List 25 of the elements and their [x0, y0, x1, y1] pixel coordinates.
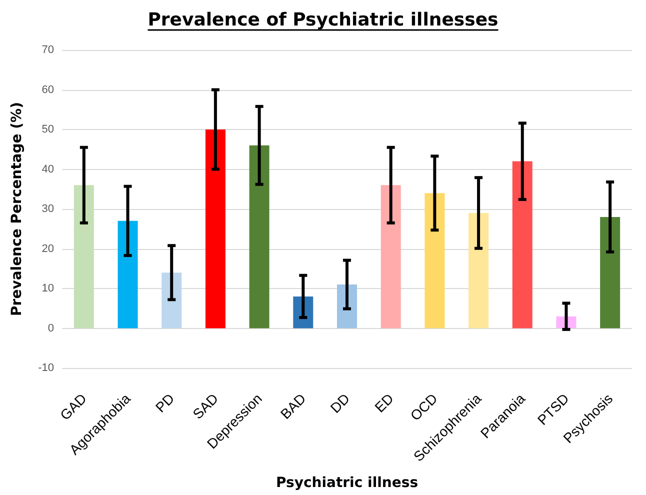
y-tick-label: 20: [42, 242, 54, 255]
bar: [380, 185, 401, 328]
y-tick-label: 0: [48, 322, 54, 334]
y-tick-label: 10: [42, 282, 54, 294]
y-tick-label: 70: [42, 44, 54, 56]
bar: [424, 193, 445, 328]
chart-title: Prevalence of Psychiatric illnesses: [148, 10, 498, 30]
y-tick-label: -10: [38, 362, 54, 374]
x-tick-label: ED: [371, 390, 397, 416]
bar: [468, 212, 489, 328]
y-tick-label: 40: [42, 163, 54, 176]
y-axis-title: Prevalence Percentage (%): [9, 102, 25, 316]
bar: [600, 216, 620, 328]
bar: [205, 130, 226, 328]
bar: [249, 145, 270, 328]
y-tick-label: 60: [42, 84, 54, 96]
bar: [118, 220, 138, 328]
bar: [162, 272, 182, 328]
x-axis-title: Psychiatric illness: [276, 475, 418, 491]
bar: [512, 161, 532, 328]
y-tick-label: 50: [42, 124, 54, 136]
y-tick-label: 30: [42, 203, 54, 215]
bar: [74, 185, 94, 328]
x-tick-label: PD: [152, 390, 178, 416]
x-tick-label: DD: [327, 390, 353, 416]
